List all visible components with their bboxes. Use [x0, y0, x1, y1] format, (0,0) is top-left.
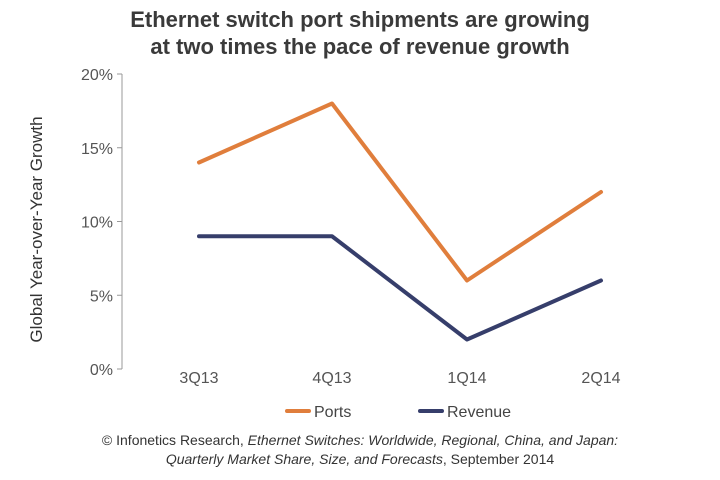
y-tick-label: 20%: [81, 67, 113, 84]
report-title-part-1: Ethernet Switches: Worldwide, Regional, …: [247, 432, 619, 448]
source-note-line-1: © Infonetics Research, Ethernet Switches…: [0, 431, 720, 450]
source-note-line-2: Quarterly Market Share, Size, and Foreca…: [0, 450, 720, 469]
x-tick-label: 4Q13: [312, 370, 351, 387]
report-title-part-2: Quarterly Market Share, Size, and Foreca…: [165, 451, 443, 467]
y-tick-group: 0% 5% 10% 15% 20%: [81, 67, 122, 379]
source-note: © Infonetics Research, Ethernet Switches…: [0, 431, 720, 469]
chart-title: Ethernet switch port shipments are growi…: [0, 6, 720, 60]
y-tick-label: 15%: [81, 141, 113, 158]
legend-label-revenue: Revenue: [447, 404, 511, 421]
source-date: , September 2014: [442, 451, 555, 467]
chart-title-line-2: at two times the pace of revenue growth: [150, 34, 570, 59]
y-tick-label: 10%: [81, 215, 113, 232]
legend: Ports Revenue: [285, 404, 511, 421]
chart-title-line-1: Ethernet switch port shipments are growi…: [130, 7, 590, 32]
series-line-revenue: [197, 234, 603, 342]
line-chart: 0% 5% 10% 15% 20% 3Q13 4Q13 1Q14 2Q14 Global Ye…: [27, 67, 621, 421]
series-line-ports: [197, 101, 603, 283]
series-group: [197, 101, 603, 342]
legend-label-ports: Ports: [314, 404, 351, 421]
x-tick-label: 3Q13: [179, 370, 218, 387]
y-axis-title: Global Year-over-Year Growth: [27, 116, 46, 342]
y-tick-label: 5%: [90, 288, 113, 305]
x-tick-label: 2Q14: [581, 370, 620, 387]
x-tick-label: 1Q14: [447, 370, 486, 387]
y-tick-label: 0%: [90, 362, 113, 379]
x-tick-group: 3Q13 4Q13 1Q14 2Q14: [179, 370, 620, 387]
source-prefix: © Infonetics Research,: [101, 432, 248, 448]
